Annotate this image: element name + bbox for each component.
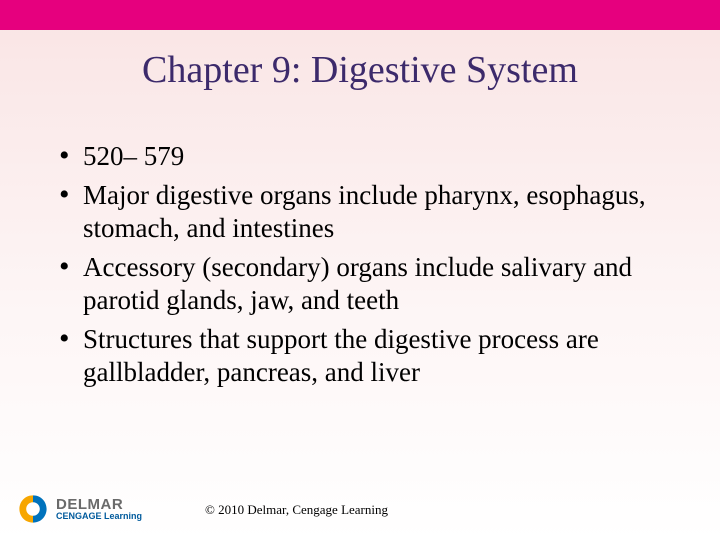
copyright-text: © 2010 Delmar, Cengage Learning xyxy=(205,502,388,518)
accent-bar xyxy=(0,0,720,30)
logo-subtitle: CENGAGE Learning xyxy=(56,512,142,521)
logo-brand: DELMAR xyxy=(56,497,142,512)
bullet-item: Accessory (secondary) organs include sal… xyxy=(55,251,665,317)
slide: Chapter 9: Digestive System 520– 579 Maj… xyxy=(0,0,720,540)
footer: DELMAR CENGAGE Learning © 2010 Delmar, C… xyxy=(0,482,720,526)
bullet-item: Structures that support the digestive pr… xyxy=(55,323,665,389)
bullet-item: Major digestive organs include pharynx, … xyxy=(55,179,665,245)
bullet-list: 520– 579 Major digestive organs include … xyxy=(55,140,665,389)
logo-mark-icon xyxy=(16,492,50,526)
logo-text: DELMAR CENGAGE Learning xyxy=(56,497,142,521)
slide-title: Chapter 9: Digestive System xyxy=(0,48,720,92)
bullet-item: 520– 579 xyxy=(55,140,665,173)
publisher-logo: DELMAR CENGAGE Learning xyxy=(16,492,142,526)
